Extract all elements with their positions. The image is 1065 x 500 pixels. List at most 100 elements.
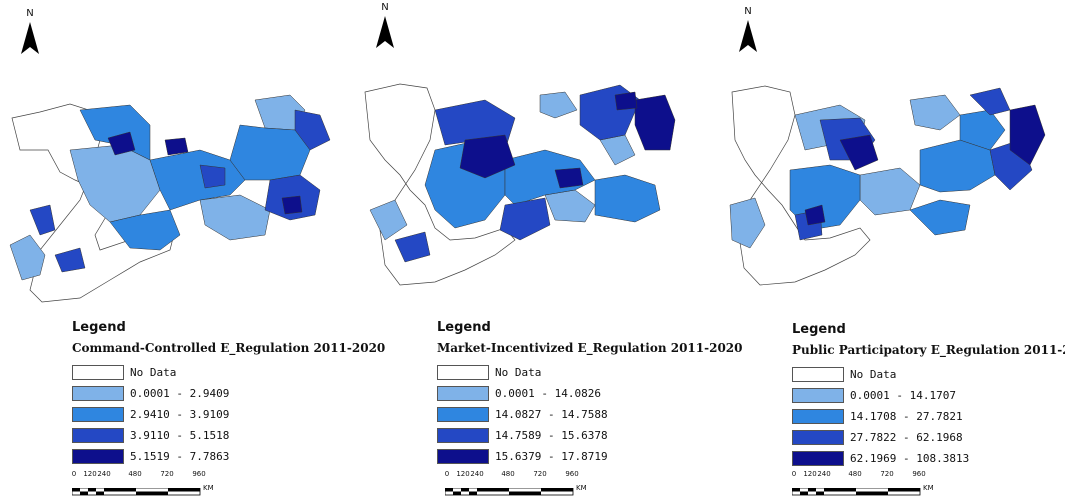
region-class-3 (499, 197, 551, 241)
region-class-3 (394, 231, 431, 263)
north-label: N (26, 8, 34, 19)
legend-label: No Data (495, 366, 542, 379)
legend-swatch (792, 367, 844, 382)
legend-title: Legend (792, 322, 846, 337)
scale-unit: KM (923, 484, 934, 492)
legend-item: 5.1519 - 7.7863 (72, 447, 385, 466)
legend-swatch (437, 407, 489, 422)
legend-subtitle: Public Participatory E_Regulation 2011-2… (792, 343, 1065, 357)
region-class-3 (54, 247, 86, 273)
region-class-2 (149, 149, 246, 211)
legend-swatch (792, 409, 844, 424)
no-data-region (364, 83, 516, 286)
legend-label: 5.1519 - 7.7863 (130, 450, 230, 463)
scale-tick: 240 (817, 470, 831, 478)
legend-swatch (792, 388, 844, 403)
legend-swatch (792, 430, 844, 445)
region-class-1 (9, 234, 46, 281)
region-class-4 (459, 134, 516, 179)
no-data-region (731, 85, 871, 286)
map-panel-market-incentivized: N Legend Market-Incentivized E_Regulatio… (355, 0, 743, 496)
scale-bar-graphic (71, 487, 201, 496)
legend-item: 15.6379 - 17.8719 (437, 447, 743, 466)
region-class-1 (909, 94, 961, 131)
legend-swatch (437, 365, 489, 380)
north-arrow-icon (21, 22, 39, 54)
scale-tick: 0 (71, 470, 77, 478)
choropleth-map (364, 83, 676, 286)
scale-tick: 480 (501, 470, 515, 478)
region-class-4 (1009, 104, 1046, 166)
north-arrow: N (18, 8, 42, 58)
region-class-1 (544, 189, 596, 223)
legend-swatch (72, 449, 124, 464)
legend-swatch (792, 451, 844, 466)
legend: Legend Command-Controlled E_Regulation 2… (72, 320, 385, 468)
scale-bar: 0 120 240 480 720 960 KM (71, 470, 214, 500)
scale-tick: 120 (83, 470, 97, 478)
legend-subtitle: Market-Incentivized E_Regulation 2011-20… (437, 341, 743, 355)
legend-label: 14.7589 - 15.6378 (495, 429, 608, 442)
legend-item: 62.1969 - 108.3813 (792, 449, 1065, 468)
legend-label: 3.9110 - 5.1518 (130, 429, 230, 442)
region-class-3 (294, 109, 331, 151)
region-class-4 (804, 204, 826, 226)
scale-unit: KM (203, 484, 214, 492)
legend-label: No Data (850, 368, 897, 381)
legend-item-no-data: No Data (437, 363, 743, 382)
scale-tick: 240 (97, 470, 111, 478)
legend: Legend Public Participatory E_Regulation… (792, 322, 1065, 470)
north-arrow: N (736, 6, 760, 56)
legend-label: 27.7822 - 62.1968 (850, 431, 963, 444)
legend-label: 62.1969 - 108.3813 (850, 452, 970, 465)
legend-label: 15.6379 - 17.8719 (495, 450, 608, 463)
region-class-1 (539, 91, 578, 119)
legend-title: Legend (437, 320, 491, 335)
scale-tick: 0 (791, 470, 797, 478)
scale-tick: 720 (160, 470, 174, 478)
north-arrow-icon (739, 20, 757, 52)
north-arrow: N (373, 2, 397, 52)
legend-swatch (72, 407, 124, 422)
legend-swatch (437, 386, 489, 401)
legend-swatch (72, 386, 124, 401)
scale-labels: 0 120 240 480 720 960 (445, 470, 585, 481)
region-class-4 (107, 131, 136, 156)
legend-item: 3.9110 - 5.1518 (72, 426, 385, 445)
legend-item-no-data: No Data (792, 365, 1065, 384)
region-class-1 (199, 194, 271, 241)
region-class-4 (839, 134, 879, 171)
region-class-3 (29, 204, 56, 236)
legend-item: 14.0827 - 14.7588 (437, 405, 743, 424)
region-class-1 (369, 199, 408, 241)
region-class-3 (199, 164, 226, 189)
region-class-3 (969, 87, 1011, 116)
region-class-4 (164, 137, 189, 156)
legend-item: 0.0001 - 14.1707 (792, 386, 1065, 405)
region-class-1 (729, 197, 766, 249)
legend-item-no-data: No Data (72, 363, 385, 382)
scale-bar: 0 120 240 480 720 960 KM (791, 470, 934, 500)
choropleth-map (729, 85, 1046, 286)
region-class-4 (614, 91, 638, 111)
region-class-1 (599, 134, 636, 166)
legend-label: 0.0001 - 14.0826 (495, 387, 601, 400)
legend-item: 14.1708 - 27.7821 (792, 407, 1065, 426)
legend-label: 0.0001 - 2.9409 (130, 387, 230, 400)
region-class-4 (634, 94, 676, 151)
scale-labels: 0 120 240 480 720 960 (72, 470, 212, 481)
legend-label: 2.9410 - 3.9109 (130, 408, 230, 421)
legend-item: 2.9410 - 3.9109 (72, 405, 385, 424)
legend-swatch (72, 428, 124, 443)
region-class-1 (859, 167, 921, 216)
scale-bar-graphic (444, 487, 574, 496)
legend: Legend Market-Incentivized E_Regulation … (437, 320, 743, 468)
region-class-4 (554, 167, 584, 189)
scale-tick: 960 (565, 470, 579, 478)
scale-tick: 720 (880, 470, 894, 478)
legend-label: 14.1708 - 27.7821 (850, 410, 963, 423)
north-arrow-icon (376, 16, 394, 48)
north-label: N (381, 2, 389, 13)
legend-item: 14.7589 - 15.6378 (437, 426, 743, 445)
region-class-2 (959, 109, 1006, 151)
